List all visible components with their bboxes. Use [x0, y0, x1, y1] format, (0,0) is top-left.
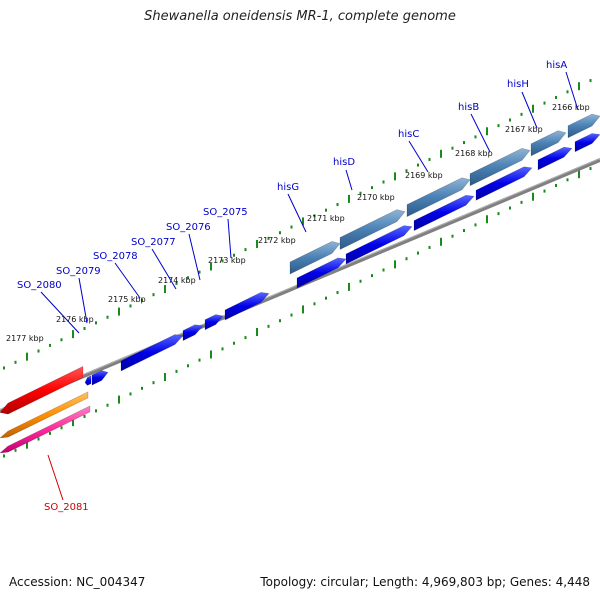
gene-label: SO_2077: [131, 237, 176, 248]
map-title: Shewanella oneidensis MR-1, complete gen…: [144, 9, 456, 24]
gene-label: hisH: [507, 79, 529, 90]
forward-gene: [537, 146, 573, 171]
label-leader: [565, 71, 579, 111]
gene-label: SO_2079: [56, 266, 101, 277]
kbp-label: 2172 kbp: [258, 236, 296, 245]
his-operon-gene: [530, 130, 567, 157]
kbp-label: 2170 kbp: [357, 193, 395, 202]
kbp-label: 2168 kbp: [455, 149, 493, 158]
reverse-gene-red: [0, 365, 84, 415]
gene-label: SO_2080: [17, 280, 62, 291]
forward-gene: [413, 194, 475, 232]
outer-tick-row: [3, 79, 592, 370]
forward-gene: [182, 324, 204, 342]
kbp-label: 2174 kbp: [158, 276, 196, 285]
gene-label: hisB: [458, 102, 479, 113]
kbp-label: 2171 kbp: [307, 214, 345, 223]
his-operon-gene: [339, 209, 406, 250]
his-operon-gene: [567, 113, 600, 139]
kbp-label: 2173 kbp: [208, 256, 246, 265]
accession-text: Accession: NC_004347: [9, 575, 146, 589]
gene-label: hisA: [546, 60, 567, 71]
label-leader: [151, 248, 177, 290]
his-operon-gene: [469, 148, 531, 187]
label-leader: [188, 233, 201, 281]
label-leader: [521, 91, 538, 129]
gene-label: SO_2075: [203, 207, 248, 218]
forward-gene: [345, 225, 413, 265]
reverse-gene-pink: [0, 405, 91, 454]
scale-ticks: [3, 79, 592, 458]
forward-gene: [91, 370, 109, 386]
label-leader: [78, 277, 88, 324]
inner-tick-row: [3, 167, 592, 458]
kbp-label: 2166 kbp: [552, 103, 590, 112]
kbp-label: 2175 kbp: [108, 295, 146, 304]
gene-track: [0, 113, 600, 454]
forward-gene: [204, 314, 224, 331]
label-leader: [47, 454, 64, 501]
forward-gene: [84, 375, 92, 386]
label-leader: [470, 113, 491, 153]
his-operon-gene: [406, 177, 471, 218]
kbp-label: 2167 kbp: [505, 125, 543, 134]
gene-label: SO_2078: [93, 251, 138, 262]
gene-label: SO_2076: [166, 222, 211, 233]
label-leader: [227, 218, 232, 259]
kbp-label: 2169 kbp: [405, 171, 443, 180]
gene-label: hisC: [398, 129, 419, 140]
forward-gene: [296, 257, 347, 289]
label-leader: [287, 193, 307, 233]
gene-label: hisD: [333, 157, 355, 168]
his-operon-gene: [289, 241, 341, 275]
forward-gene: [475, 166, 533, 201]
kbp-label: 2177 kbp: [6, 334, 44, 343]
label-leader: [40, 291, 80, 334]
reverse-gene-orange: [0, 391, 89, 439]
label-layer: 2166 kbp 2167 kbp 2168 kbp 2169 kbp 2170 kbp…: [6, 60, 590, 513]
forward-gene: [224, 292, 270, 321]
forward-gene: [120, 334, 184, 372]
gene-label: SO_2081: [44, 502, 89, 513]
label-leader: [408, 140, 429, 173]
label-leader: [114, 262, 141, 299]
genome-summary-text: Topology: circular; Length: 4,969,803 bp…: [260, 575, 590, 589]
label-leader: [345, 169, 353, 191]
kbp-label: 2176 kbp: [56, 315, 94, 324]
forward-gene: [574, 133, 600, 153]
gene-label: hisG: [277, 182, 299, 193]
